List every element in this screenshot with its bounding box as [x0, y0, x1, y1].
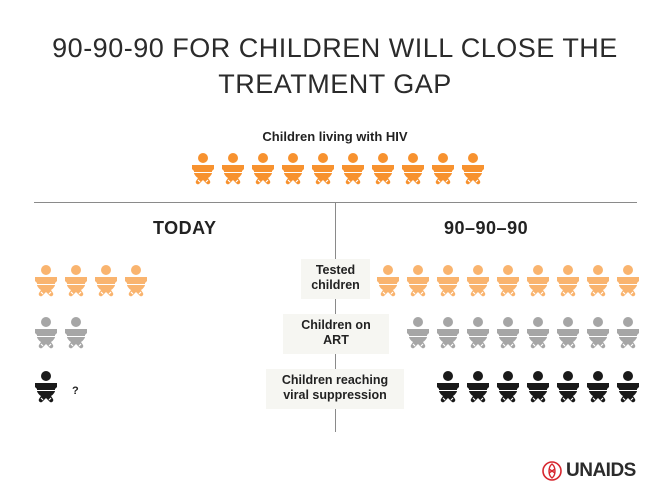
child-icon: [497, 317, 519, 349]
child-icon: [497, 371, 519, 403]
child-icon: [617, 265, 639, 297]
child-icon: [437, 371, 459, 403]
target-heading: 90–90–90: [444, 218, 529, 238]
child-icon: [467, 265, 489, 297]
child-icon: [95, 265, 117, 297]
child-icon: [35, 317, 57, 349]
art-label-line-1: Children on: [301, 318, 371, 332]
page-title: 90-90-90 FOR CHILDREN WILL CLOSE THE TRE…: [0, 30, 670, 102]
child-icon: [282, 153, 304, 185]
child-icon: [222, 153, 244, 185]
child-icon: [497, 265, 519, 297]
child-icon: [527, 371, 549, 403]
child-icon: [437, 265, 459, 297]
tested-label-line-2: children: [311, 278, 360, 292]
child-icon: [467, 317, 489, 349]
art-today-icons: [34, 316, 94, 350]
tested-children-label: Tested children: [301, 259, 370, 299]
tested-label-line-1: Tested: [315, 263, 356, 277]
child-icon: [125, 265, 147, 297]
unaids-logo-text: UNAIDS: [566, 460, 636, 481]
child-icon: [342, 153, 364, 185]
child-icon: [467, 371, 489, 403]
child-icon: [407, 317, 429, 349]
unaids-emblem-icon: [542, 461, 562, 481]
title-line-2: TREATMENT GAP: [218, 69, 452, 99]
title-line-1: 90-90-90 FOR CHILDREN WILL CLOSE THE: [52, 33, 618, 63]
children-living-with-hiv-label: Children living with HIV: [262, 129, 408, 144]
children-on-art-label: Children on ART: [283, 314, 389, 354]
child-icon: [35, 371, 57, 403]
child-icon: [557, 317, 579, 349]
child-icon: [407, 265, 429, 297]
child-icon: [402, 153, 424, 185]
child-icon: [527, 317, 549, 349]
child-icon: [557, 371, 579, 403]
child-icon: [65, 265, 87, 297]
child-icon: [312, 153, 334, 185]
child-icon: [437, 317, 459, 349]
viral-suppression-label: Children reaching viral suppression: [266, 369, 404, 409]
child-icon: [372, 153, 394, 185]
tested-target-icons: [376, 264, 646, 298]
child-icon: [557, 265, 579, 297]
child-icon: [527, 265, 549, 297]
child-icon: [377, 265, 399, 297]
art-target-icons: [406, 316, 646, 350]
child-icon: [587, 371, 609, 403]
art-label-line-2: ART: [323, 333, 349, 347]
child-icon: [617, 371, 639, 403]
child-icon: [617, 317, 639, 349]
today-heading: TODAY: [153, 218, 217, 238]
suppression-label-line-1: Children reaching: [281, 373, 389, 387]
child-icon: [432, 153, 454, 185]
suppression-target-icons: [436, 370, 646, 404]
children-living-with-hiv-icons: [191, 152, 491, 186]
unaids-logo: UNAIDS: [542, 460, 636, 482]
child-icon: [252, 153, 274, 185]
child-icon: [192, 153, 214, 185]
child-icon: [65, 317, 87, 349]
unknown-marker: ?: [72, 385, 79, 397]
suppression-label-line-2: viral suppression: [283, 388, 387, 402]
child-icon: [587, 317, 609, 349]
suppression-today-icons: [34, 370, 64, 404]
child-icon: [462, 153, 484, 185]
child-icon: [35, 265, 57, 297]
child-icon: [587, 265, 609, 297]
tested-today-icons: [34, 264, 154, 298]
